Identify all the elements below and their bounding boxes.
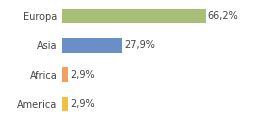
Text: 2,9%: 2,9%: [70, 99, 95, 109]
Bar: [62, 97, 68, 111]
Bar: [62, 9, 206, 23]
Text: 27,9%: 27,9%: [124, 40, 155, 50]
Text: 2,9%: 2,9%: [70, 70, 95, 80]
Text: 66,2%: 66,2%: [208, 11, 239, 21]
Bar: [62, 38, 122, 53]
Bar: [62, 67, 68, 82]
